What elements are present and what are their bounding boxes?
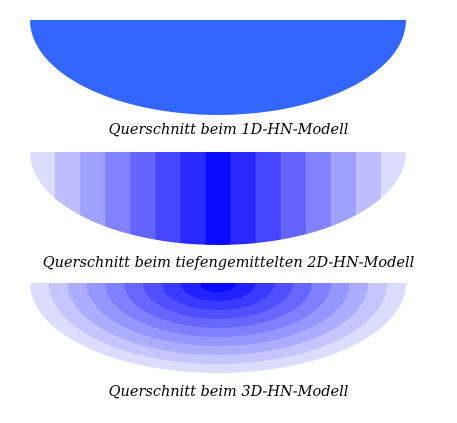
- cross-section-2d: [30, 152, 406, 245]
- depth-slice: [105, 152, 131, 245]
- depth-slice: [230, 152, 257, 245]
- caption-3d: Querschnitt beim 3D-HN-Modell: [108, 384, 349, 400]
- depth-slice: [330, 152, 357, 245]
- caption-1d: Querschnitt beim 1D-HN-Modell: [108, 122, 349, 138]
- caption-2d: Querschnitt beim tiefengemittelten 2D-HN…: [42, 255, 415, 271]
- depth-slice: [30, 152, 56, 245]
- concentric-layers: [30, 283, 406, 373]
- panel-2d-model: Querschnitt beim tiefengemittelten 2D-HN…: [0, 150, 457, 280]
- depth-slice: [380, 152, 406, 245]
- depth-slice: [155, 152, 181, 245]
- depth-averaged-slices: [30, 152, 406, 245]
- panel-1d-model: Querschnitt beim 1D-HN-Modell: [0, 0, 457, 150]
- depth-slice: [180, 152, 206, 245]
- depth-slice: [205, 152, 232, 245]
- depth-slice: [280, 152, 307, 245]
- depth-slice: [355, 152, 382, 245]
- cross-section-1d: [30, 20, 406, 115]
- depth-slice: [55, 152, 81, 245]
- velocity-layer: [199, 283, 237, 292]
- cross-section-3d: [30, 283, 406, 373]
- depth-slice: [305, 152, 332, 245]
- depth-slice: [255, 152, 282, 245]
- panel-3d-model: Querschnitt beim 3D-HN-Modell: [0, 280, 457, 423]
- depth-slice: [130, 152, 156, 245]
- depth-slice: [80, 152, 106, 245]
- cross-section-1d-shape: [30, 20, 406, 115]
